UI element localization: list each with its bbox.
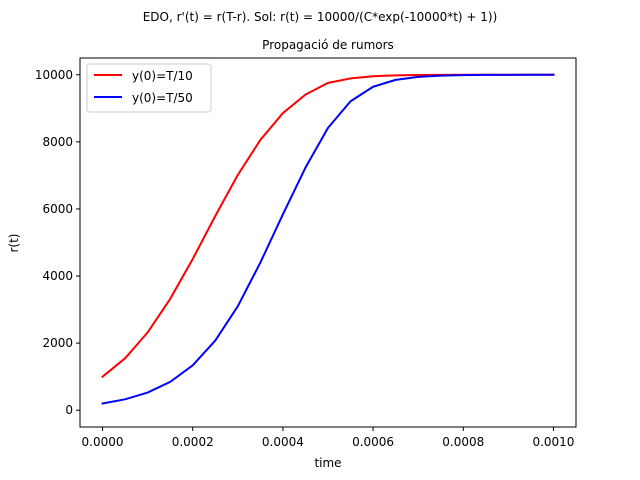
y-axis-ticks: 0 2000 4000 6000 8000 10000 [35, 68, 80, 417]
x-tick-label: 0.0004 [262, 435, 304, 449]
y-tick-label: 4000 [42, 269, 73, 283]
plot-background [80, 58, 576, 427]
chart-suptitle: EDO, r'(t) = r(T-r). Sol: r(t) = 10000/(… [143, 10, 498, 24]
x-tick-label: 0.0000 [82, 435, 124, 449]
y-tick-label: 10000 [35, 68, 73, 82]
x-tick-label: 0.0010 [532, 435, 574, 449]
x-axis-label: time [314, 456, 341, 470]
x-tick-label: 0.0006 [352, 435, 394, 449]
axes-frame [79, 57, 577, 428]
legend-label-red: y(0)=T/10 [132, 69, 193, 83]
y-tick-label: 6000 [42, 202, 73, 216]
y-tick-label: 0 [65, 403, 73, 417]
x-tick-label: 0.0002 [172, 435, 214, 449]
y-tick-label: 2000 [42, 336, 73, 350]
series-line-blue [101, 73, 555, 405]
y-axis-label: r(t) [7, 233, 21, 252]
y-tick-label: 8000 [42, 135, 73, 149]
x-axis-ticks: 0.0000 0.0002 0.0004 0.0006 0.0008 0.0010 [82, 427, 574, 449]
legend: y(0)=T/10 y(0)=T/50 [86, 63, 212, 113]
x-tick-label: 0.0008 [442, 435, 484, 449]
series-lines [101, 73, 555, 405]
legend-label-blue: y(0)=T/50 [132, 91, 193, 105]
plot-area [79, 57, 577, 428]
chart-title: Propagació de rumors [262, 38, 394, 52]
